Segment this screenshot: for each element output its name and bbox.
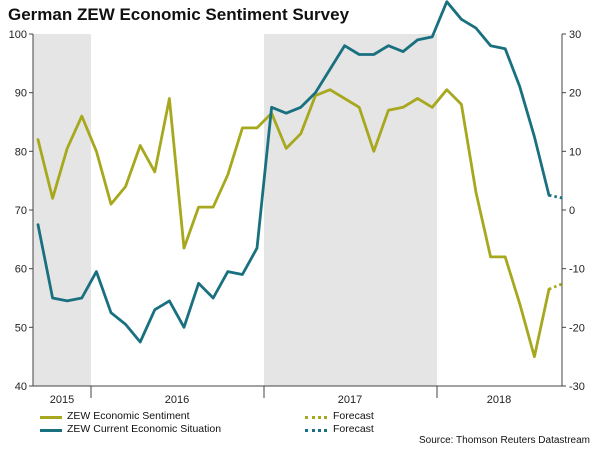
band-2017 <box>264 34 437 386</box>
right-tick-label: 0 <box>569 205 575 217</box>
left-axis: 40 50 60 70 80 90 100 <box>9 29 33 393</box>
right-tick-label: -20 <box>569 322 585 334</box>
legend-swatch-sentiment-forecast <box>305 416 327 419</box>
left-tick-label: 50 <box>15 322 27 334</box>
legend-swatch-situation <box>40 429 62 432</box>
left-tick-label: 40 <box>15 381 27 393</box>
source-note: Source: Thomson Reuters Datastream <box>418 435 590 446</box>
left-tick-label: 80 <box>15 146 27 158</box>
legend-swatch-sentiment <box>40 416 62 419</box>
forecast-line-sentiment <box>548 282 565 291</box>
right-tick-label: -30 <box>569 381 585 393</box>
series-line-sentiment <box>36 88 551 359</box>
legend-label-sentiment-forecast: Forecast <box>333 410 374 422</box>
x-axis: 2015 2016 2017 2018 <box>50 386 511 406</box>
band-2015 <box>33 34 91 386</box>
right-tick-label: -10 <box>569 264 585 276</box>
left-tick-label: 90 <box>15 88 27 100</box>
right-tick-label: 20 <box>569 88 581 100</box>
right-tick-label: 10 <box>569 146 581 158</box>
left-tick-label: 100 <box>9 29 27 41</box>
year-label: 2017 <box>338 394 362 406</box>
left-tick-label: 70 <box>15 205 27 217</box>
forecast-line-situation <box>548 193 564 200</box>
legend-label-sentiment: ZEW Economic Sentiment <box>67 410 190 422</box>
series-group <box>36 0 565 359</box>
year-label: 2018 <box>487 394 511 406</box>
chart-title: German ZEW Economic Sentiment Survey <box>8 5 350 24</box>
left-tick-label: 60 <box>15 264 27 276</box>
year-label: 2015 <box>50 394 74 406</box>
shaded-bands <box>33 34 437 386</box>
right-tick-label: 30 <box>569 29 581 41</box>
legend-label-situation-forecast: Forecast <box>333 423 374 435</box>
legend-swatch-situation-forecast <box>305 429 327 432</box>
right-axis: -30 -20 -10 0 10 20 30 <box>562 29 585 393</box>
legend-label-situation: ZEW Current Economic Situation <box>67 423 222 435</box>
series-line-situation <box>36 0 551 344</box>
year-label: 2016 <box>165 394 189 406</box>
